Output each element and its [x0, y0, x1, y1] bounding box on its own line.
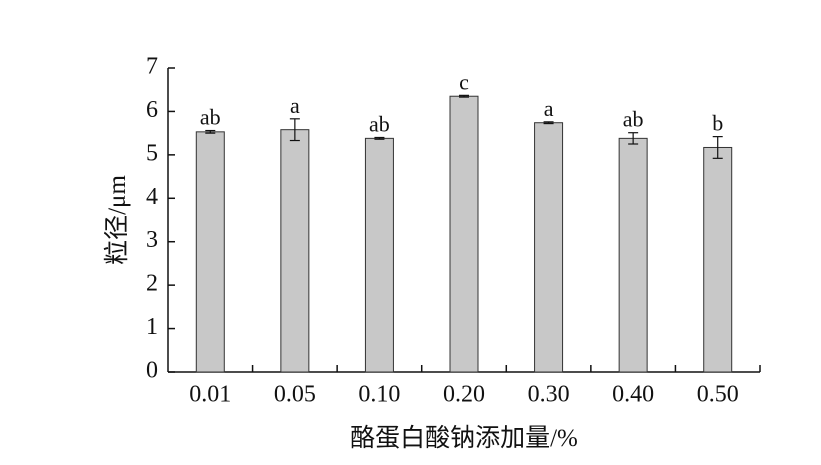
bar [364, 137, 394, 373]
bar [618, 137, 648, 373]
error-bar [459, 94, 469, 98]
x-axis-title: 酪蛋白酸钠添加量/% [350, 424, 578, 452]
error-bar [374, 136, 385, 140]
y-tick-label: 6 [146, 97, 158, 123]
bar [534, 122, 564, 373]
x-tick-label: 0.50 [697, 382, 739, 408]
y-tick-label: 7 [146, 54, 158, 80]
bar [195, 131, 225, 373]
x-tick-label: 0.05 [274, 382, 316, 408]
annotation: ab [369, 111, 390, 136]
y-tick-label: 1 [146, 314, 158, 340]
annotation: a [290, 93, 300, 118]
y-tick-label: 3 [146, 227, 158, 253]
error-bar [289, 118, 300, 142]
annotation: ab [623, 107, 644, 132]
y-tick-label: 4 [146, 184, 158, 210]
y-tick-label: 0 [146, 358, 158, 384]
error-bar [628, 132, 639, 145]
annotation: a [544, 96, 554, 121]
x-tick-label: 0.01 [189, 382, 231, 408]
x-tick-label: 0.10 [358, 382, 400, 408]
error-bar [712, 136, 723, 159]
bar [703, 146, 733, 373]
x-tick-label: 0.30 [528, 382, 570, 408]
error-bar [205, 129, 216, 134]
error-bar [543, 121, 554, 125]
annotation: ab [200, 105, 221, 130]
y-axis-title: 粒径/μm [103, 175, 131, 265]
bar [280, 129, 310, 373]
annotation: b [712, 111, 723, 136]
x-tick-label: 0.20 [443, 382, 485, 408]
y-tick-label: 5 [146, 140, 158, 166]
bar [449, 95, 479, 373]
x-tick-label: 0.40 [612, 382, 654, 408]
y-tick-label: 2 [146, 271, 158, 297]
annotation: c [459, 69, 469, 94]
